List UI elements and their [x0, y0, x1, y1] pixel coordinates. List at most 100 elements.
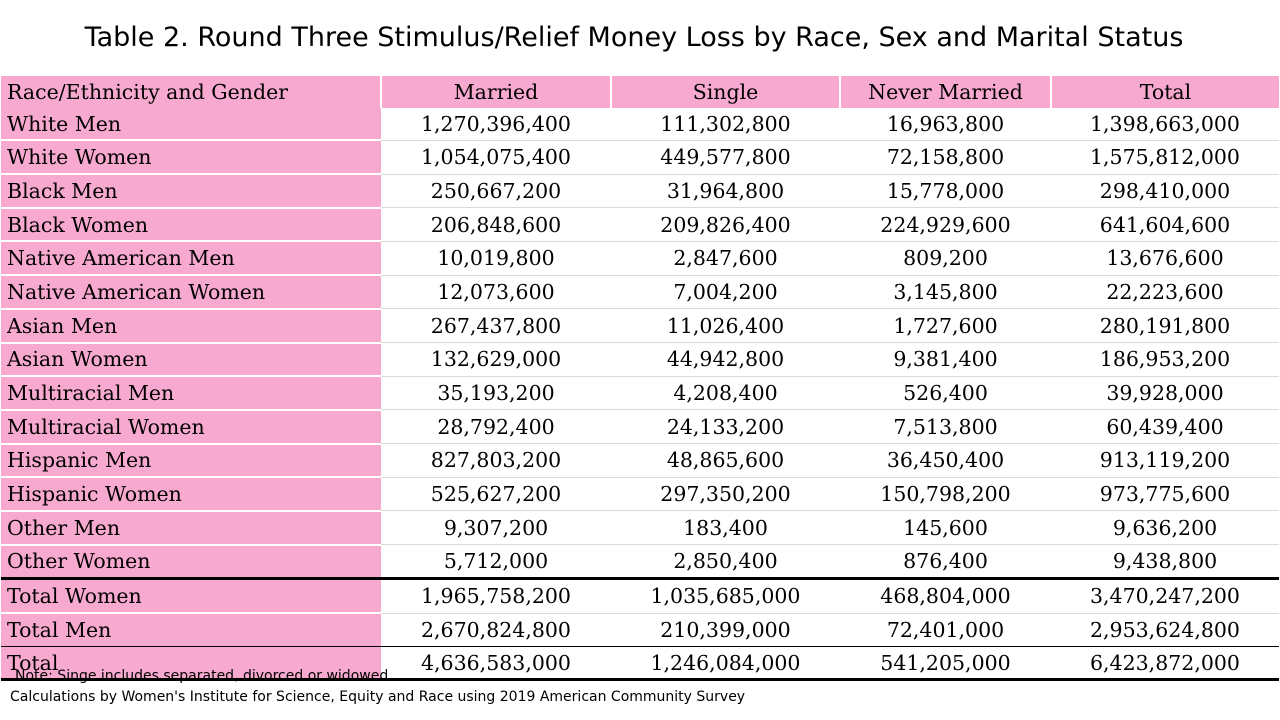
- table-row: Native American Men 10,019,800 2,847,600 80…: [1, 240, 1279, 276]
- cell-total: 3,470,247,200: [1051, 577, 1279, 613]
- column-header-race-gender: Race/Ethnicity and Gender: [1, 76, 381, 108]
- row-label: Native American Women: [1, 274, 381, 309]
- cell-never-married: 468,804,000: [840, 577, 1051, 613]
- table-row: Multiracial Men 35,193,200 4,208,400 526,40…: [1, 375, 1279, 410]
- row-label: Black Men: [1, 173, 381, 208]
- row-label: Asian Women: [1, 341, 381, 377]
- table-title: Table 2. Round Three Stimulus/Relief Mon…: [84, 22, 1184, 53]
- cell-single: 1,246,084,000: [611, 645, 840, 682]
- row-label: Total: [1, 645, 381, 682]
- column-header-never-married: Never Married: [839, 76, 1051, 108]
- cell-married: 2,670,824,800: [381, 612, 611, 647]
- table-row: Other Women 5,712,000 2,850,400 876,400 9,43…: [1, 543, 1279, 579]
- cell-never-married: 145,600: [840, 510, 1051, 545]
- row-label: Black Women: [1, 206, 381, 242]
- cell-single: 2,850,400: [611, 544, 840, 579]
- cell-married: 12,073,600: [381, 274, 611, 309]
- cell-married: 267,437,800: [381, 308, 611, 343]
- cell-married: 132,629,000: [381, 342, 611, 377]
- cell-total: 39,928,000: [1051, 375, 1279, 410]
- row-label: Other Men: [1, 509, 381, 545]
- cell-never-married: 809,200: [840, 240, 1051, 276]
- cell-married: 4,636,583,000: [381, 645, 611, 682]
- cell-total: 298,410,000: [1051, 173, 1279, 208]
- cell-never-married: 36,450,400: [840, 443, 1051, 478]
- row-label: Other Women: [1, 543, 381, 579]
- table-row: Asian Women 132,629,000 44,942,800 9,381,40…: [1, 341, 1279, 377]
- cell-married: 1,270,396,400: [421, 111, 571, 136]
- table-row: Native American Women 12,073,600 7,004,200…: [1, 274, 1279, 309]
- row-label: White Men: [1, 107, 381, 141]
- cell-married: 5,712,000: [381, 544, 611, 579]
- cell-total: 1,398,663,000: [1090, 111, 1240, 136]
- cell-single: 297,350,200: [611, 476, 840, 511]
- cell-total: 2,953,624,800: [1051, 612, 1279, 647]
- cell-never-married: 1,727,600: [840, 308, 1051, 343]
- cell-single: 31,964,800: [611, 173, 840, 208]
- cell-single: 48,865,600: [611, 443, 840, 478]
- cell-total: 186,953,200: [1051, 342, 1279, 377]
- table-row: Asian Men 267,437,800 11,026,400 1,727,600 2…: [1, 307, 1279, 343]
- cell-never-married: 16,963,800: [886, 111, 1005, 136]
- table-notes: Note: Singe includes separated, divorced…: [10, 666, 745, 708]
- cell-single: 11,026,400: [611, 308, 840, 343]
- row-label: Multiracial Women: [1, 408, 381, 444]
- row-label: Total Men: [1, 611, 381, 647]
- header-row: Race/Ethnicity and Gender Married Single…: [1, 76, 1279, 108]
- cell-total: 973,775,600: [1051, 476, 1279, 511]
- cell-total: 913,119,200: [1051, 443, 1279, 478]
- cell-never-married: 150,798,200: [840, 476, 1051, 511]
- cell-single: 209,826,400: [611, 207, 840, 242]
- cell-single: 1,035,685,000: [611, 577, 840, 613]
- cell-total: 9,636,200: [1051, 510, 1279, 545]
- cell-married: 9,307,200: [381, 510, 611, 545]
- cell-never-married: 7,513,800: [840, 409, 1051, 444]
- cell-never-married: 15,778,000: [840, 173, 1051, 208]
- table-row: Hispanic Women 525,627,200 297,350,200 150,…: [1, 476, 1279, 511]
- cell-married: 10,019,800: [381, 240, 611, 276]
- row-label: Multiracial Men: [1, 375, 381, 410]
- cell-married: 1,054,075,400: [381, 139, 611, 175]
- cell-single: 7,004,200: [611, 274, 840, 309]
- stimulus-loss-table: Race/Ethnicity and Gender Married Single…: [1, 76, 1279, 682]
- cell-never-married: 72,401,000: [840, 612, 1051, 647]
- row-label: Hispanic Women: [1, 476, 381, 511]
- cell-single: 24,133,200: [611, 409, 840, 444]
- cell-never-married: 224,929,600: [840, 207, 1051, 242]
- row-label: Asian Men: [1, 307, 381, 343]
- cell-single: 44,942,800: [611, 342, 840, 377]
- cell-never-married: 541,205,000: [840, 645, 1051, 682]
- table-row: Total Men 2,670,824,800 210,399,000 72,401,…: [1, 611, 1279, 647]
- cell-total: 6,423,872,000: [1051, 645, 1279, 682]
- note-text: Note: Singe includes separated, divorced…: [15, 668, 393, 684]
- column-header-total: Total: [1050, 76, 1279, 108]
- table-row: Total 4,636,583,000 1,246,084,000 541,205,0…: [1, 645, 1279, 682]
- cell-never-married: 876,400: [840, 544, 1051, 579]
- row-label: Hispanic Men: [1, 442, 381, 478]
- cell-single: 111,302,800: [660, 111, 791, 136]
- cell-married: 35,193,200: [381, 375, 611, 410]
- table-body: White Men 1,270,396,400 111,302,800 16,963,…: [1, 107, 1279, 682]
- table-row: White Men 1,270,396,400 111,302,800 16,963,…: [1, 107, 1279, 141]
- cell-never-married: 72,158,800: [840, 139, 1051, 175]
- cell-never-married: 3,145,800: [840, 274, 1051, 309]
- cell-never-married: 526,400: [840, 375, 1051, 410]
- cell-never-married: 9,381,400: [840, 342, 1051, 377]
- cell-married: 250,667,200: [381, 173, 611, 208]
- cell-single: 210,399,000: [611, 612, 840, 647]
- row-label: Total Women: [1, 577, 381, 613]
- cell-total: 22,223,600: [1051, 274, 1279, 309]
- cell-total: 60,439,400: [1051, 409, 1279, 444]
- cell-single: 449,577,800: [611, 139, 840, 175]
- cell-single: 4,208,400: [611, 375, 840, 410]
- cell-married: 1,965,758,200: [381, 577, 611, 613]
- cell-married: 827,803,200: [381, 443, 611, 478]
- source-text: Calculations by Women's Institute for Sc…: [10, 689, 746, 705]
- row-label: Native American Men: [1, 240, 381, 276]
- cell-total: 9,438,800: [1051, 544, 1279, 579]
- table-row: Total Women 1,965,758,200 1,035,685,000 468…: [1, 577, 1279, 613]
- cell-total: 13,676,600: [1051, 240, 1279, 276]
- row-label: White Women: [1, 139, 381, 175]
- cell-total: 1,575,812,000: [1051, 139, 1279, 175]
- table-row: Black Women 206,848,600 209,826,400 224,929…: [1, 206, 1279, 242]
